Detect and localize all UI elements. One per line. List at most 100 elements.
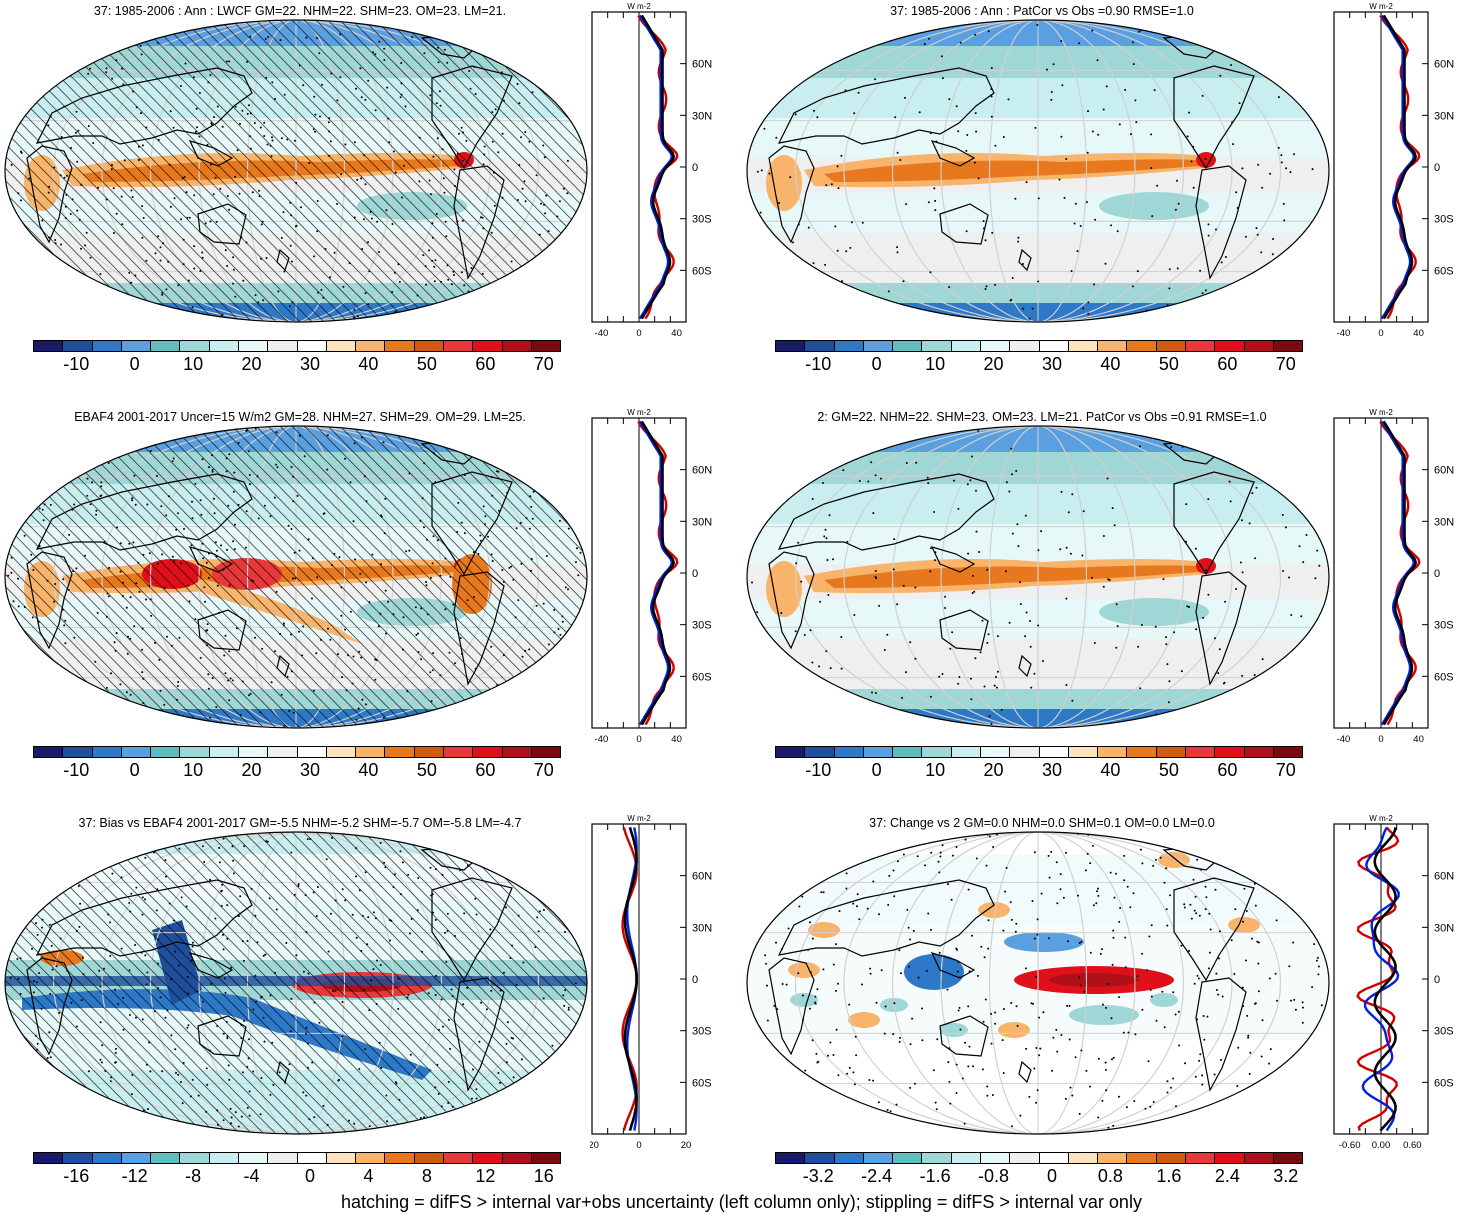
- hatch-line: [5, 832, 207, 1134]
- stipple-dot: [451, 1105, 454, 1108]
- stipple-dot: [249, 135, 252, 138]
- stipple-dot: [75, 1025, 78, 1028]
- stipple-dot: [91, 481, 93, 484]
- stipple-dot: [1037, 280, 1040, 283]
- stipple-dot: [1079, 225, 1082, 227]
- stipple-dot: [1087, 301, 1090, 304]
- stipple-dot: [1232, 143, 1235, 146]
- stipple-dot: [313, 255, 316, 258]
- hatch-line: [109, 426, 411, 728]
- stipple-dot: [936, 1038, 939, 1041]
- stipple-dot: [986, 1094, 989, 1097]
- stipple-dot: [259, 126, 262, 129]
- stipple-dot: [352, 655, 355, 658]
- hatch-line: [229, 832, 531, 1134]
- stipple-dot: [154, 252, 157, 255]
- stipple-dot: [275, 908, 278, 911]
- colorbar-tick-label: 60: [1217, 760, 1238, 780]
- colorbar-tick-label: 40: [1100, 354, 1121, 374]
- colorbar-swatch: [1068, 747, 1099, 757]
- stipple-dot: [1011, 277, 1014, 279]
- stipple-dot: [207, 552, 210, 555]
- stipple-dot: [244, 546, 247, 549]
- map-border: [746, 19, 1330, 323]
- stipple-dot: [249, 692, 252, 695]
- stipple-dot: [116, 526, 119, 529]
- stipple-dot: [17, 192, 20, 195]
- stipple-dot: [311, 597, 313, 600]
- stipple-dot: [307, 538, 310, 541]
- stipple-dot: [1205, 569, 1208, 572]
- stipple-dot: [937, 860, 940, 863]
- stipple-dot: [429, 671, 432, 674]
- stipple-dot: [1239, 561, 1242, 564]
- stipple-dot: [1019, 1114, 1022, 1117]
- stipple-dot: [921, 1039, 924, 1042]
- stipple-dot: [285, 942, 288, 944]
- hatch-line: [205, 426, 507, 728]
- stipple-dot: [270, 681, 273, 684]
- stipple-dot: [1097, 1057, 1100, 1060]
- map-field: [747, 832, 1329, 1134]
- stipple-dot: [875, 577, 878, 580]
- stipple-dot: [138, 590, 141, 593]
- stipple-dot: [358, 1068, 361, 1070]
- stipple-dot: [537, 930, 540, 933]
- stipple-dot: [1031, 307, 1034, 310]
- stipple-dot: [84, 244, 87, 247]
- longitude-gridline: [53, 426, 539, 728]
- stipple-dot: [765, 962, 768, 965]
- stipple-dot: [1078, 42, 1081, 45]
- stipple-dot: [360, 96, 363, 99]
- stipple-dot: [292, 711, 295, 714]
- colorbar-swatch: [1185, 341, 1216, 351]
- stipple-dot: [38, 972, 41, 975]
- stipple-dot: [423, 526, 425, 529]
- stipple-dot: [134, 274, 137, 277]
- stipple-dot: [1037, 624, 1040, 627]
- stipple-dot: [1149, 1105, 1152, 1108]
- stipple-dot: [483, 145, 486, 148]
- stipple-dot: [380, 514, 383, 517]
- stipple-dot: [924, 864, 926, 867]
- stipple-dot: [145, 126, 148, 129]
- colorbar-swatch: [1185, 747, 1216, 757]
- stipple-dot: [423, 52, 426, 55]
- hatch-line: [121, 20, 423, 322]
- stipple-dot: [263, 135, 266, 137]
- stipple-dot: [933, 511, 936, 513]
- stipple-dot: [1167, 701, 1170, 704]
- stipple-dot: [1180, 944, 1183, 947]
- lat-label: 0: [692, 974, 698, 986]
- stipple-dot: [417, 877, 420, 879]
- stipple-dot: [509, 957, 512, 960]
- stipple-dot: [832, 558, 834, 561]
- colorbar-swatch: [1010, 341, 1040, 351]
- stipple-dot: [896, 151, 899, 154]
- stipple-dot: [1139, 687, 1142, 690]
- stipple-dot: [10, 571, 13, 574]
- stipple-dot: [403, 164, 405, 167]
- hatch-line: [5, 20, 207, 322]
- stipple-dot: [561, 615, 564, 618]
- stipple-dot: [353, 442, 356, 445]
- stipple-dot: [1033, 672, 1036, 675]
- stipple-dot: [374, 109, 377, 112]
- stipple-dot: [461, 159, 464, 162]
- stipple-dot: [1056, 1050, 1059, 1053]
- profile-line-black: [1382, 420, 1418, 726]
- stipple-dot: [435, 974, 438, 977]
- stipple-dot: [1317, 965, 1320, 968]
- longitude-gridline: [150, 426, 442, 728]
- stipple-dot: [532, 490, 535, 493]
- stipple-dot: [941, 77, 944, 80]
- stipple-dot: [518, 164, 521, 166]
- stipple-dot: [780, 612, 783, 614]
- stipple-dot: [1030, 686, 1033, 689]
- stipple-dot: [1186, 135, 1189, 138]
- stipple-dot: [421, 497, 424, 500]
- colorbar-tick-label: 0: [871, 760, 882, 780]
- colorbar-tick-label: 30: [299, 760, 321, 780]
- stipple-dot: [1022, 307, 1025, 310]
- colorbar-tick-label: 20: [983, 354, 1004, 374]
